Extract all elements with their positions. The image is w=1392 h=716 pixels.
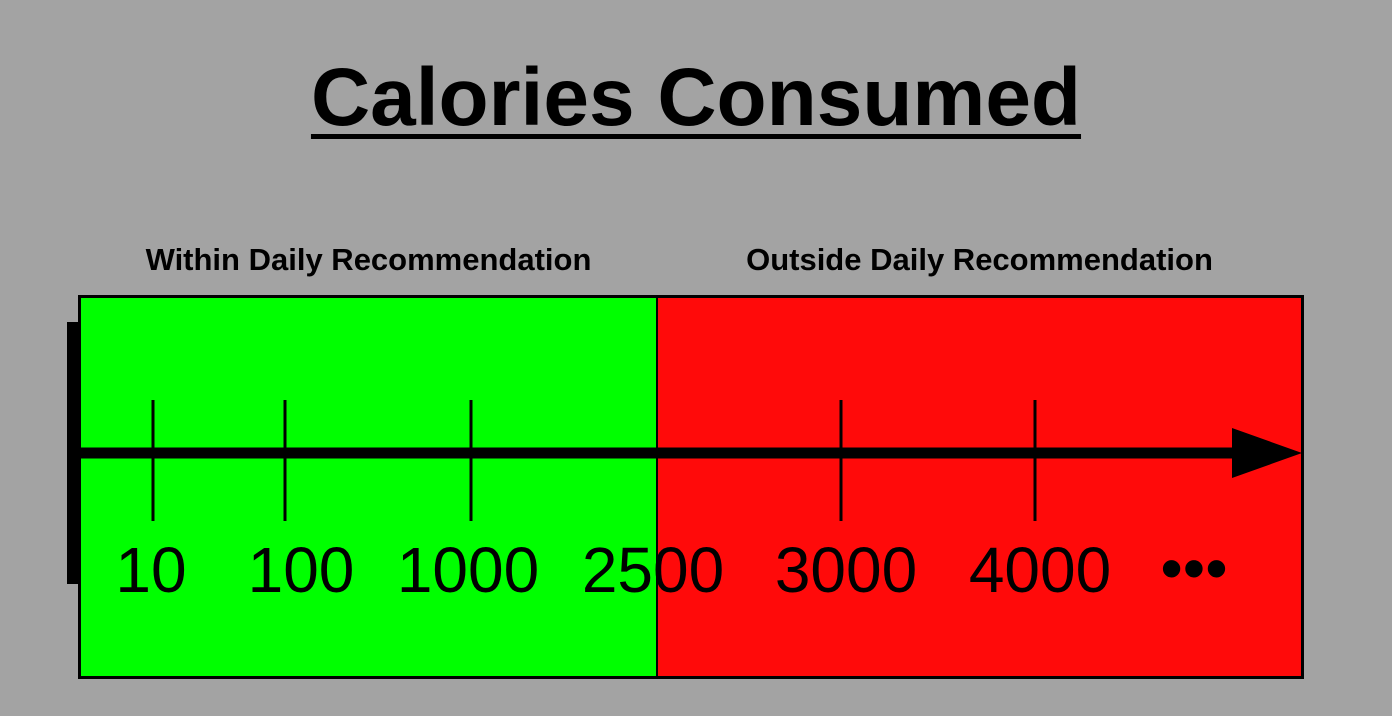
outside-recommendation-zone [656,295,1304,679]
axis-arrow-head [1232,428,1302,478]
within-recommendation-label: Within Daily Recommendation [145,242,592,277]
diagram-title: Calories Consumed [0,50,1392,146]
tick-label-4000: 4000 [969,534,1111,606]
tick-label-2500: 2500 [582,534,724,606]
outside-recommendation-label: Outside Daily Recommendation [746,242,1213,277]
axis-origin-bar [67,322,80,584]
axis-continuation-dots: ••• [1160,532,1227,604]
tick-label-10: 10 [115,534,186,606]
tick-label-100: 100 [248,534,355,606]
title-text: Calories Consumed [310,52,1082,143]
tick-label-1000: 1000 [397,534,539,606]
tick-label-3000: 3000 [775,534,917,606]
